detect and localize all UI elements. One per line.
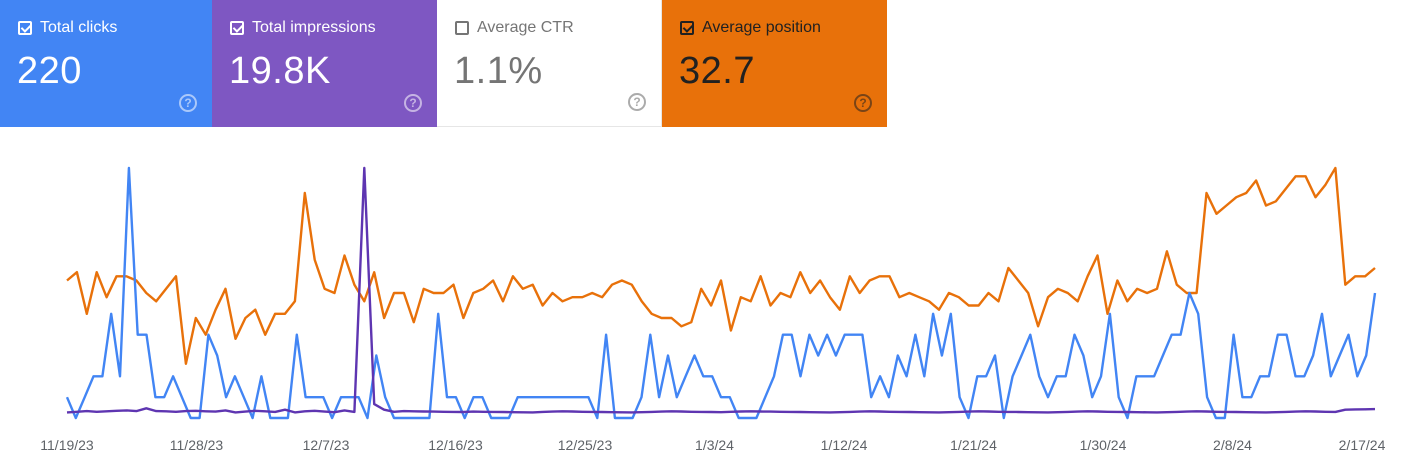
metric-value: 19.8K [229,50,331,92]
help-icon[interactable]: ? [854,94,872,112]
x-tick-label: 1/12/24 [821,437,868,453]
metric-card-header: Total clicks [18,19,117,37]
metric-card-header: Total impressions [230,19,376,37]
x-tick-label: 2/8/24 [1213,437,1252,453]
x-tick-label: 12/7/23 [303,437,350,453]
checkbox-unchecked-icon[interactable] [455,21,469,35]
metric-value: 1.1% [454,50,543,92]
help-icon[interactable]: ? [179,94,197,112]
performance-line-chart: 11/19/23 11/28/23 12/7/23 12/16/23 12/25/23 1… [40,166,1386,453]
x-tick-label: 1/21/24 [950,437,997,453]
metric-value: 220 [17,50,82,92]
x-tick-label: 1/30/24 [1080,437,1127,453]
metric-card-header: Average position [680,19,821,37]
series-line-average-position [66,166,1376,366]
metric-card-average-position[interactable]: Average position 32.7 ? [662,0,887,127]
metric-card-total-impressions[interactable]: Total impressions 19.8K ? [212,0,437,127]
checkbox-checked-icon[interactable] [230,21,244,35]
x-tick-label: 11/28/23 [170,437,224,453]
x-tick-label: 12/25/23 [558,437,613,453]
x-tick-label: 2/17/24 [1339,437,1386,453]
x-tick-label: 1/3/24 [695,437,734,453]
metric-label: Average position [702,19,821,36]
series-line-total-clicks [65,166,1377,420]
metric-card-header: Average CTR [455,19,574,37]
metric-value: 32.7 [679,50,755,92]
metric-card-total-clicks[interactable]: Total clicks 220 ? [0,0,212,127]
checkbox-checked-icon[interactable] [18,21,32,35]
series-line-total-impressions [66,166,1376,414]
metric-card-average-ctr[interactable]: Average CTR 1.1% ? [437,0,662,127]
help-icon[interactable]: ? [404,94,422,112]
metric-label: Average CTR [477,19,574,36]
metric-label: Total clicks [40,19,118,36]
metric-label: Total impressions [252,19,376,36]
help-icon[interactable]: ? [628,93,646,111]
metric-cards: Total clicks 220 ? Total impressions 19.… [0,0,887,127]
x-tick-label: 11/19/23 [40,437,94,453]
series-lines [65,166,1377,420]
x-axis-ticks: 11/19/23 11/28/23 12/7/23 12/16/23 12/25/23 1… [40,437,1385,453]
checkbox-checked-icon[interactable] [680,21,694,35]
x-tick-label: 12/16/23 [428,437,483,453]
